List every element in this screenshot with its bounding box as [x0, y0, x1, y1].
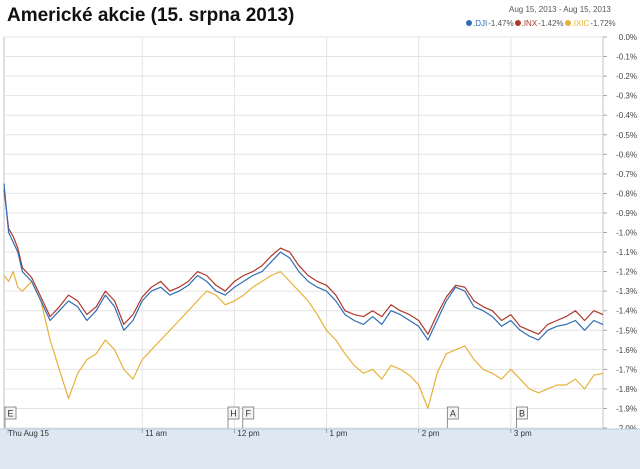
annotation-flag[interactable]: F	[242, 406, 255, 428]
annotation-flag-label: A	[450, 409, 456, 419]
annotation-flag-label: B	[519, 409, 525, 419]
annotation-flag-label: E	[7, 409, 13, 419]
legend: .DJI-1.47% .INX-1.42% .IXIC-1.72%	[466, 19, 617, 28]
legend-series-name: .DJI	[473, 19, 488, 28]
x-tick-label: 2 pm	[422, 429, 440, 438]
y-tick-label: -1.4%	[616, 307, 637, 316]
y-tick-label: -0.1%	[616, 53, 637, 62]
y-tick-label: -1.3%	[616, 287, 637, 296]
y-tick-label: -1.5%	[616, 326, 637, 335]
y-tick-label: -1.8%	[616, 385, 637, 394]
annotation-flag-label: F	[246, 409, 252, 419]
legend-entry[interactable]: .IXIC-1.72%	[564, 19, 616, 28]
x-tick-label: 3 pm	[514, 429, 532, 438]
annotation-flag[interactable]: A	[446, 406, 459, 428]
series-line	[3, 183, 604, 341]
annotation-flag-box[interactable]	[516, 406, 528, 420]
annotation-flag-box[interactable]	[4, 406, 17, 420]
y-tick-label: -0.4%	[616, 111, 637, 120]
legend-entry[interactable]: .DJI-1.47%	[466, 19, 514, 28]
y-tick-label: -1.1%	[616, 248, 637, 257]
legend-swatch	[564, 19, 571, 26]
x-tick-label: 1 pm	[330, 429, 348, 438]
y-tick-label: -0.3%	[616, 92, 637, 101]
legend-entry[interactable]: .INX-1.42%	[514, 19, 564, 28]
legend-series-change: -1.42%	[538, 19, 564, 28]
annotation-flag[interactable]: H	[227, 406, 240, 428]
date-range: Aug 15, 2013 - Aug 15, 2013	[509, 5, 611, 14]
y-tick-label: -1.7%	[616, 365, 637, 374]
annotation-flag-box[interactable]	[242, 406, 255, 420]
annotation-flag-box[interactable]	[227, 406, 240, 420]
series-line	[3, 271, 604, 409]
x-tick-label: 11 am	[145, 429, 167, 438]
annotation-flag-box[interactable]	[446, 406, 459, 420]
x-tick-label: Thu Aug 15	[8, 429, 49, 438]
legend-series-change: -1.72%	[590, 19, 616, 28]
y-tick-label: -0.7%	[616, 170, 637, 179]
annotation-flag-label: H	[230, 409, 237, 419]
y-tick-label: -0.9%	[616, 209, 637, 218]
legend-swatch	[466, 19, 472, 26]
y-tick-label: -1.0%	[616, 229, 637, 238]
annotation-flag[interactable]: B	[516, 406, 528, 428]
y-tick-label: -0.5%	[616, 131, 637, 140]
y-tick-label: -0.2%	[616, 72, 637, 81]
y-tick-label: -1.9%	[616, 404, 637, 413]
y-tick-label: -0.8%	[616, 189, 637, 198]
series-line	[3, 189, 604, 335]
chart-title: Americké akcie (15. srpna 2013)	[7, 5, 295, 26]
legend-series-name: .INX	[521, 19, 538, 28]
legend-series-name: .IXIC	[571, 19, 590, 28]
y-tick-label: -1.6%	[616, 346, 637, 355]
time-axis-bar	[0, 429, 640, 469]
y-tick-label: 0.0%	[619, 33, 637, 42]
annotation-flag[interactable]: E	[4, 406, 17, 428]
x-tick-label: 12 pm	[237, 429, 260, 438]
y-tick-label: -0.6%	[616, 150, 637, 159]
legend-swatch	[514, 19, 521, 26]
legend-series-change: -1.47%	[488, 19, 514, 28]
y-tick-label: -1.2%	[616, 268, 637, 277]
